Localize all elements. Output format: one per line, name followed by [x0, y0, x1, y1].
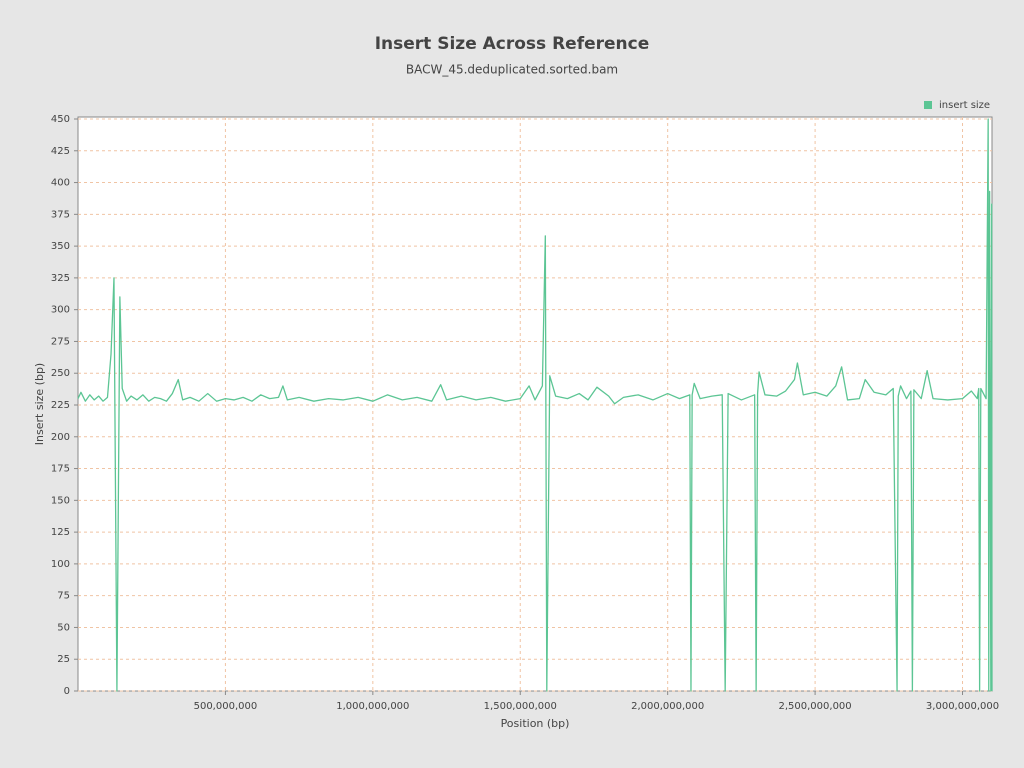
chart-subtitle: BACW_45.deduplicated.sorted.bam — [406, 63, 618, 77]
y-tick-label: 200 — [51, 432, 70, 443]
y-tick-label: 50 — [57, 622, 70, 633]
y-tick-label: 75 — [57, 591, 70, 602]
y-tick-label: 300 — [51, 305, 70, 316]
y-tick-label: 425 — [51, 146, 70, 157]
legend-swatch — [924, 101, 932, 109]
y-tick-label: 150 — [51, 495, 70, 506]
y-tick-label: 0 — [64, 686, 70, 697]
y-tick-label: 325 — [51, 273, 70, 284]
x-axis-label: Position (bp) — [501, 717, 570, 730]
x-tick-label: 3,000,000,000 — [926, 701, 999, 712]
y-axis-label: Insert size (bp) — [33, 363, 46, 445]
x-tick-label: 2,000,000,000 — [631, 701, 704, 712]
y-tick-label: 275 — [51, 336, 70, 347]
y-tick-label: 100 — [51, 559, 70, 570]
y-tick-label: 225 — [51, 400, 70, 411]
y-tick-label: 375 — [51, 209, 70, 220]
x-tick-label: 500,000,000 — [194, 701, 258, 712]
plot-area — [77, 116, 993, 692]
y-tick-label: 175 — [51, 464, 70, 475]
y-tick-label: 350 — [51, 241, 70, 252]
y-tick-label: 125 — [51, 527, 70, 538]
y-tick-label: 400 — [51, 178, 70, 189]
x-tick-label: 1,500,000,000 — [484, 701, 557, 712]
chart-title: Insert Size Across Reference — [375, 34, 650, 54]
x-tick-label: 2,500,000,000 — [779, 701, 852, 712]
y-tick-label: 25 — [57, 654, 70, 665]
data-line — [77, 118, 993, 692]
y-tick-label: 250 — [51, 368, 70, 379]
y-tick-label: 450 — [51, 114, 70, 125]
legend-label: insert size — [939, 100, 990, 111]
x-tick-label: 1,000,000,000 — [336, 701, 409, 712]
